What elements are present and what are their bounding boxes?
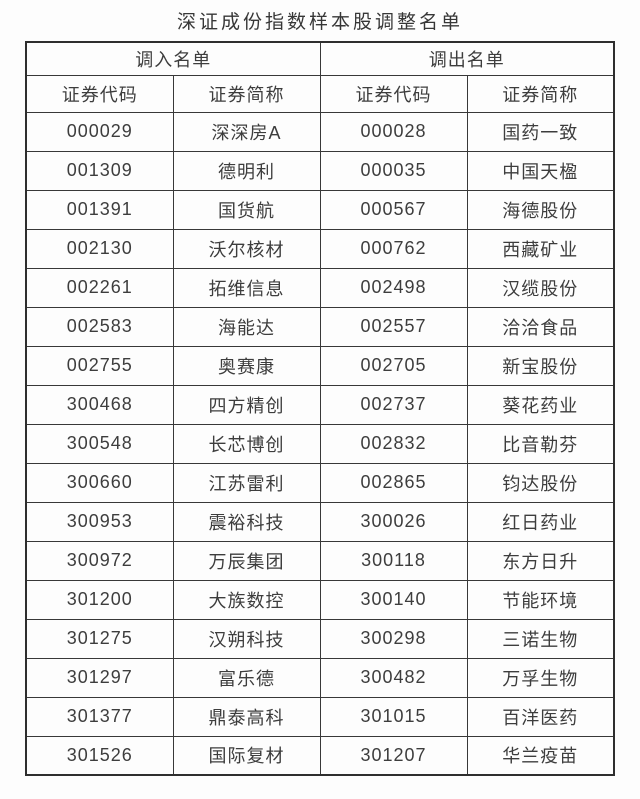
cell-in-code: 002755 bbox=[25, 345, 174, 386]
cell-in-name: 四方精创 bbox=[172, 384, 321, 425]
cell-in-name: 拓维信息 bbox=[172, 267, 321, 308]
cell-in-name: 国际复材 bbox=[172, 735, 321, 776]
column-header-in-code: 证券代码 bbox=[25, 74, 174, 113]
cell-out-name: 海德股份 bbox=[466, 189, 615, 230]
table-row: 002130 沃尔核材 000762 西藏矿业 bbox=[25, 228, 615, 269]
cell-out-code: 000028 bbox=[319, 111, 468, 152]
group-header-transfer-in: 调入名单 bbox=[25, 41, 321, 76]
cell-in-name: 富乐德 bbox=[172, 657, 321, 698]
cell-in-code: 001309 bbox=[25, 150, 174, 191]
cell-out-name: 三诺生物 bbox=[466, 618, 615, 659]
cell-out-code: 002557 bbox=[319, 306, 468, 347]
cell-out-code: 000035 bbox=[319, 150, 468, 191]
cell-out-name: 中国天楹 bbox=[466, 150, 615, 191]
table-row: 300972 万辰集团 300118 东方日升 bbox=[25, 540, 615, 581]
table-row: 002583 海能达 002557 洽洽食品 bbox=[25, 306, 615, 347]
cell-out-code: 002865 bbox=[319, 462, 468, 503]
cell-out-name: 百洋医药 bbox=[466, 696, 615, 737]
cell-in-name: 深深房A bbox=[172, 111, 321, 152]
table-row: 301275 汉朔科技 300298 三诺生物 bbox=[25, 618, 615, 659]
cell-out-code: 000762 bbox=[319, 228, 468, 269]
cell-in-name: 大族数控 bbox=[172, 579, 321, 620]
table-row: 001309 德明利 000035 中国天楹 bbox=[25, 150, 615, 191]
cell-out-name: 洽洽食品 bbox=[466, 306, 615, 347]
cell-in-name: 震裕科技 bbox=[172, 501, 321, 542]
table-row: 002261 拓维信息 002498 汉缆股份 bbox=[25, 267, 615, 308]
cell-out-name: 葵花药业 bbox=[466, 384, 615, 425]
cell-out-code: 300482 bbox=[319, 657, 468, 698]
cell-out-code: 300118 bbox=[319, 540, 468, 581]
table-row: 001391 国货航 000567 海德股份 bbox=[25, 189, 615, 230]
cell-in-code: 300468 bbox=[25, 384, 174, 425]
cell-out-name: 钧达股份 bbox=[466, 462, 615, 503]
cell-in-code: 002583 bbox=[25, 306, 174, 347]
cell-out-code: 002737 bbox=[319, 384, 468, 425]
table-row: 300468 四方精创 002737 葵花药业 bbox=[25, 384, 615, 425]
cell-in-name: 汉朔科技 bbox=[172, 618, 321, 659]
cell-in-code: 301377 bbox=[25, 696, 174, 737]
cell-in-code: 300660 bbox=[25, 462, 174, 503]
table-row: 301526 国际复材 301207 华兰疫苗 bbox=[25, 735, 615, 776]
column-header-in-name: 证券简称 bbox=[172, 74, 321, 113]
cell-in-code: 300548 bbox=[25, 423, 174, 464]
table-row: 300953 震裕科技 300026 红日药业 bbox=[25, 501, 615, 542]
table-row: 301377 鼎泰高科 301015 百洋医药 bbox=[25, 696, 615, 737]
cell-out-code: 000567 bbox=[319, 189, 468, 230]
cell-out-name: 万孚生物 bbox=[466, 657, 615, 698]
cell-out-code: 002705 bbox=[319, 345, 468, 386]
table-row: 002755 奥赛康 002705 新宝股份 bbox=[25, 345, 615, 386]
cell-out-name: 华兰疫苗 bbox=[466, 735, 615, 776]
cell-out-code: 301207 bbox=[319, 735, 468, 776]
table-row: 301200 大族数控 300140 节能环境 bbox=[25, 579, 615, 620]
column-header-out-code: 证券代码 bbox=[319, 74, 468, 113]
table-row: 300548 长芯博创 002832 比音勒芬 bbox=[25, 423, 615, 464]
cell-in-code: 301297 bbox=[25, 657, 174, 698]
cell-out-name: 比音勒芬 bbox=[466, 423, 615, 464]
table-row: 300660 江苏雷利 002865 钧达股份 bbox=[25, 462, 615, 503]
table-body: 000029 深深房A 000028 国药一致 001309 德明利 000035 中国天楹 0… bbox=[25, 111, 615, 776]
cell-in-code: 000029 bbox=[25, 111, 174, 152]
cell-out-name: 红日药业 bbox=[466, 501, 615, 542]
cell-in-name: 江苏雷利 bbox=[172, 462, 321, 503]
cell-in-name: 海能达 bbox=[172, 306, 321, 347]
cell-in-name: 沃尔核材 bbox=[172, 228, 321, 269]
cell-out-name: 新宝股份 bbox=[466, 345, 615, 386]
cell-in-name: 德明利 bbox=[172, 150, 321, 191]
cell-out-name: 东方日升 bbox=[466, 540, 615, 581]
cell-out-code: 002498 bbox=[319, 267, 468, 308]
column-header-row: 证券代码 证券简称 证券代码 证券简称 bbox=[25, 74, 615, 113]
cell-in-code: 301200 bbox=[25, 579, 174, 620]
cell-in-code: 001391 bbox=[25, 189, 174, 230]
index-adjustment-table: 调入名单 调出名单 证券代码 证券简称 证券代码 证券简称 000029 深深房A… bbox=[25, 41, 615, 776]
cell-out-name: 汉缆股份 bbox=[466, 267, 615, 308]
cell-in-name: 国货航 bbox=[172, 189, 321, 230]
cell-in-name: 万辰集团 bbox=[172, 540, 321, 581]
table-row: 301297 富乐德 300482 万孚生物 bbox=[25, 657, 615, 698]
column-header-out-name: 证券简称 bbox=[466, 74, 615, 113]
cell-out-name: 西藏矿业 bbox=[466, 228, 615, 269]
cell-in-code: 301275 bbox=[25, 618, 174, 659]
cell-in-code: 300953 bbox=[25, 501, 174, 542]
cell-out-code: 002832 bbox=[319, 423, 468, 464]
page-title: 深证成份指数样本股调整名单 bbox=[176, 12, 463, 33]
table-row: 000029 深深房A 000028 国药一致 bbox=[25, 111, 615, 152]
cell-in-code: 301526 bbox=[25, 735, 174, 776]
cell-out-code: 300140 bbox=[319, 579, 468, 620]
cell-out-code: 300026 bbox=[319, 501, 468, 542]
cell-out-code: 300298 bbox=[319, 618, 468, 659]
group-header-row: 调入名单 调出名单 bbox=[25, 41, 615, 76]
cell-in-code: 300972 bbox=[25, 540, 174, 581]
cell-out-name: 国药一致 bbox=[466, 111, 615, 152]
group-header-transfer-out: 调出名单 bbox=[319, 41, 615, 76]
cell-out-code: 301015 bbox=[319, 696, 468, 737]
cell-in-name: 奥赛康 bbox=[172, 345, 321, 386]
cell-in-code: 002261 bbox=[25, 267, 174, 308]
cell-in-name: 长芯博创 bbox=[172, 423, 321, 464]
cell-in-name: 鼎泰高科 bbox=[172, 696, 321, 737]
cell-in-code: 002130 bbox=[25, 228, 174, 269]
cell-out-name: 节能环境 bbox=[466, 579, 615, 620]
